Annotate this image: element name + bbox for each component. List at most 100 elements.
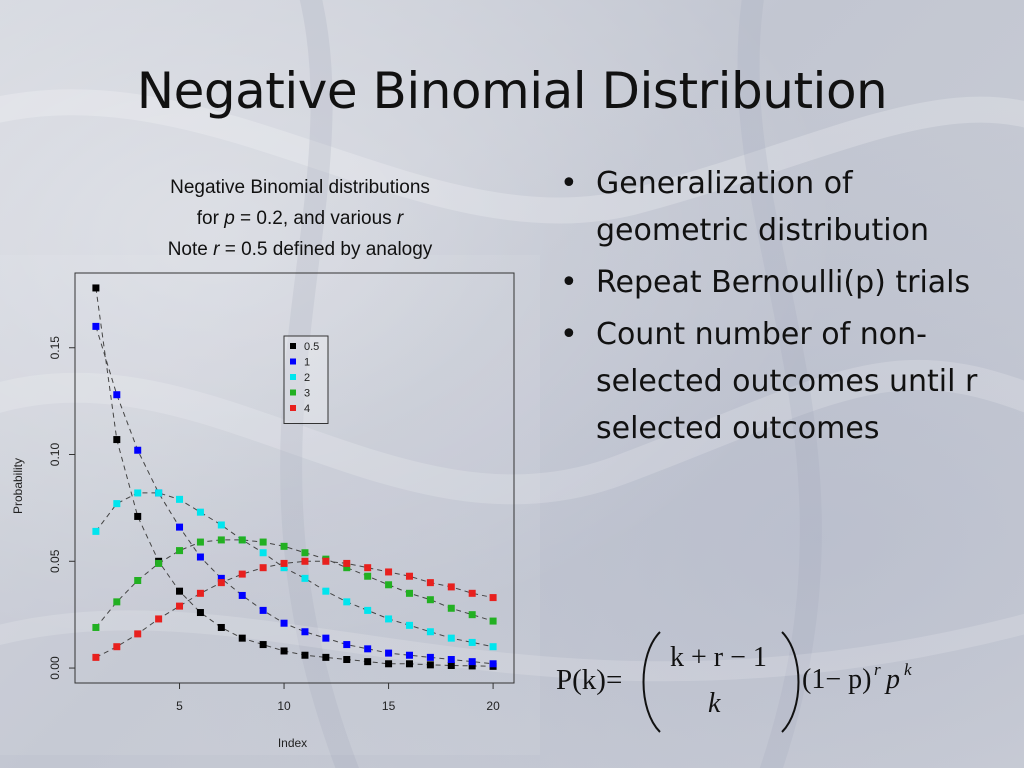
formula-binom-top: k + r − 1 — [670, 642, 767, 673]
legend-swatch — [290, 405, 296, 411]
data-point-series-0.5 — [92, 284, 100, 292]
data-point-series-1 — [343, 641, 351, 649]
data-point-series-0.5 — [405, 660, 413, 668]
data-point-series-2 — [343, 598, 351, 606]
data-point-series-0.5 — [385, 660, 393, 668]
data-point-series-0.5 — [468, 662, 476, 670]
slide-title: Negative Binomial Distribution — [136, 62, 888, 120]
data-point-series-4 — [155, 615, 163, 623]
data-point-series-4 — [322, 557, 330, 565]
bullet-item-3: • Count number of non-selected outcomes u… — [560, 311, 1000, 452]
data-point-series-4 — [489, 594, 497, 602]
data-point-series-4 — [301, 557, 309, 565]
data-point-series-1 — [176, 523, 184, 531]
x-tick-label: 10 — [277, 699, 291, 713]
data-point-series-1 — [426, 653, 434, 661]
data-point-series-4 — [238, 570, 246, 578]
data-point-series-2 — [280, 564, 288, 572]
formula-p: p — [886, 664, 900, 695]
caption-var-r: r — [396, 208, 404, 229]
y-tick-label: 0.10 — [48, 443, 62, 467]
data-point-series-2 — [468, 638, 476, 646]
data-point-series-0.5 — [364, 658, 372, 666]
data-point-series-2 — [322, 587, 330, 595]
data-point-series-2 — [447, 634, 455, 642]
y-tick-label: 0.00 — [48, 656, 62, 680]
data-point-series-1 — [259, 606, 267, 614]
data-point-series-1 — [489, 660, 497, 668]
formula-lhs: P(k)= — [556, 664, 623, 696]
data-point-series-4 — [176, 602, 184, 610]
legend-swatch — [290, 358, 296, 365]
bullet-text: Count number of non-selected outcomes un… — [596, 317, 978, 446]
data-point-series-3 — [489, 617, 497, 625]
chart-caption: Negative Binomial distributions for p = … — [100, 172, 500, 265]
bg-strand-2 — [0, 359, 1024, 505]
data-point-series-0.5 — [259, 641, 267, 649]
legend-label: 4 — [304, 403, 310, 415]
data-point-series-4 — [405, 572, 413, 580]
data-point-series-4 — [343, 559, 351, 567]
bg-strand-3 — [280, 0, 360, 768]
data-point-series-2 — [405, 621, 413, 629]
data-point-series-4 — [468, 589, 476, 597]
data-point-series-2 — [196, 508, 204, 516]
data-point-series-1 — [113, 391, 121, 399]
data-point-series-0.5 — [196, 609, 204, 617]
legend-swatch — [290, 389, 296, 396]
caption-line-3: Note r = 0.5 defined by analogy — [100, 234, 500, 265]
data-point-series-1 — [364, 645, 372, 653]
data-point-series-4 — [92, 653, 100, 661]
negative-binomial-chart: 5 10 15 200.000.050.100.15IndexProbability … — [0, 255, 540, 755]
formula-exp-k: k — [904, 660, 912, 679]
data-point-series-4 — [364, 564, 372, 572]
data-point-series-3 — [280, 542, 288, 550]
data-point-series-3 — [196, 538, 204, 546]
caption-line-1: Negative Binomial distributions — [170, 177, 430, 198]
bullet-marker: • — [560, 317, 578, 352]
data-point-series-4 — [113, 643, 121, 651]
data-point-series-1 — [280, 619, 288, 627]
data-point-series-2 — [134, 489, 142, 497]
caption-line-2-prefix: for — [196, 208, 225, 229]
data-point-series-3 — [259, 538, 267, 546]
bullet-marker: • — [560, 265, 578, 300]
data-point-series-2 — [155, 489, 163, 497]
data-point-series-2 — [426, 628, 434, 636]
legend-label: 3 — [304, 388, 310, 400]
caption-line-3-suffix: = 0.5 defined by analogy — [219, 239, 433, 260]
formula-rhs: (1− p) — [802, 664, 872, 695]
data-point-series-3 — [343, 564, 351, 572]
data-point-series-2 — [301, 574, 309, 582]
data-point-series-1 — [322, 634, 330, 642]
x-tick-label: 5 — [176, 699, 183, 713]
caption-line-2-mid: = 0.2, and various — [234, 208, 397, 229]
data-point-series-3 — [364, 572, 372, 580]
data-point-series-2 — [489, 643, 497, 651]
formula-left-paren — [642, 631, 661, 733]
data-point-series-1 — [468, 658, 476, 666]
data-point-series-3 — [134, 577, 142, 584]
data-point-series-2 — [176, 495, 184, 503]
data-point-series-0.5 — [447, 661, 455, 669]
x-axis-label: Index — [278, 736, 307, 750]
legend-label: 2 — [304, 372, 310, 384]
data-point-series-2 — [385, 615, 393, 623]
data-point-series-3 — [92, 623, 100, 631]
data-point-series-1 — [196, 553, 204, 561]
data-point-series-4 — [426, 579, 434, 587]
data-point-series-0.5 — [238, 634, 246, 642]
data-point-series-2 — [364, 606, 372, 614]
chart-panel — [0, 255, 540, 755]
data-point-series-1 — [405, 651, 413, 659]
data-point-series-0.5 — [322, 653, 330, 661]
bg-strand-4 — [737, 0, 822, 768]
bullet-marker: • — [560, 166, 578, 201]
data-point-series-3 — [155, 559, 163, 567]
data-point-series-3 — [238, 536, 246, 544]
data-point-series-3 — [468, 611, 476, 619]
bullet-list: • Generalization of geometric distributio… — [560, 160, 1000, 457]
data-point-series-0.5 — [176, 587, 184, 595]
